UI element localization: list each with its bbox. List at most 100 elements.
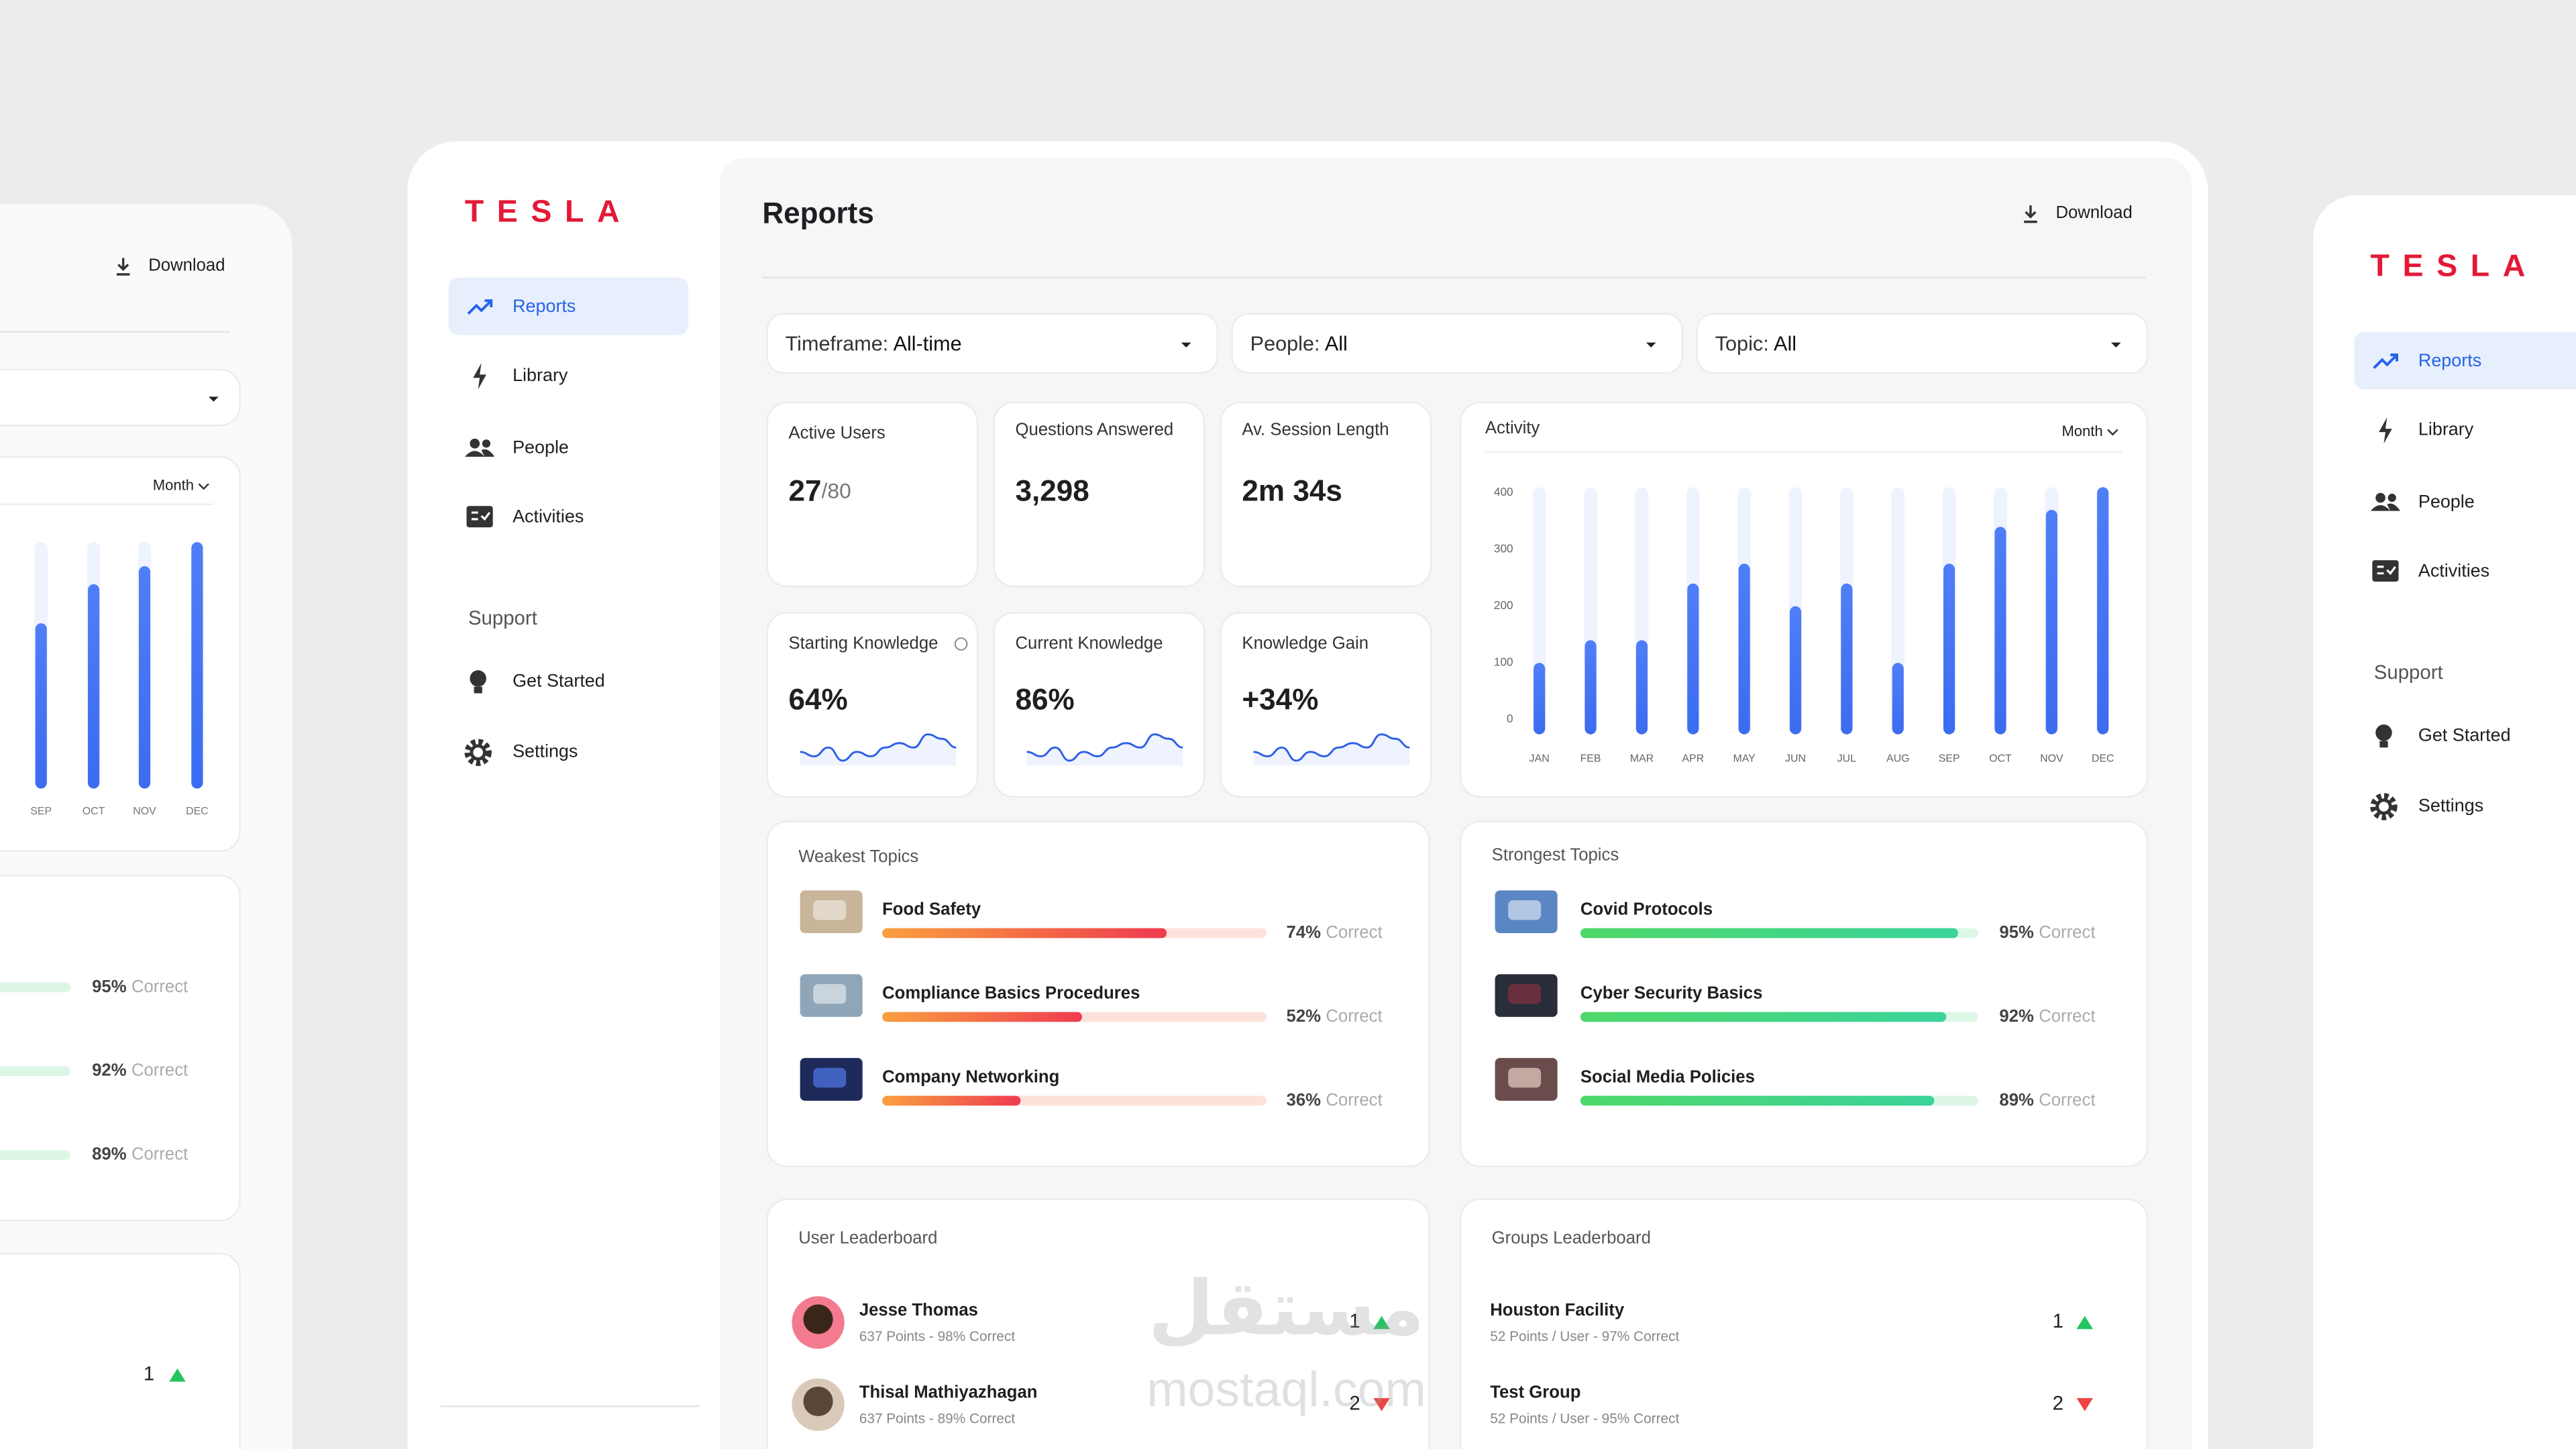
percent: 95%	[92, 977, 127, 996]
correct: Correct	[1326, 1091, 1382, 1110]
percent-label: 95% Correct	[92, 977, 188, 996]
nav-item[interactable]: Library	[2418, 419, 2474, 439]
people-icon	[465, 449, 495, 457]
filter-text: Topic: All	[1715, 332, 1796, 355]
topic-thumbnail	[1508, 900, 1542, 920]
nav-active	[2354, 331, 2576, 390]
filter-label: Timeframe:	[786, 332, 889, 355]
leader-detail: 52 Points / User - 95% Correct	[1490, 1411, 1679, 1426]
percent-label: 36% Correct	[1287, 1091, 1383, 1110]
nav-item[interactable]: Get Started	[513, 670, 605, 690]
gear-icon	[2375, 798, 2392, 815]
nav-item[interactable]: Library	[513, 365, 568, 385]
bar	[1687, 583, 1699, 735]
caret	[209, 396, 219, 402]
leader-detail: 52 Points / User - 97% Correct	[1490, 1329, 1679, 1344]
kpi-value: 86%	[1015, 683, 1074, 716]
x-tick-label: DEC	[2092, 753, 2114, 765]
x-tick-label: SEP	[1939, 753, 1960, 765]
correct: Correct	[1326, 1007, 1382, 1026]
kpi-value: +34%	[1242, 683, 1318, 716]
nav-item[interactable]: People	[2418, 491, 2475, 511]
people-icon	[2387, 493, 2396, 502]
kpi-label: Active Users	[789, 423, 885, 442]
correct: Correct	[2039, 1007, 2095, 1026]
leaderboard-card	[1459, 1198, 2149, 1449]
bar	[2097, 487, 2109, 735]
brand-logo: TESLA	[2371, 248, 2538, 282]
leader-name: Test Group	[1490, 1383, 1580, 1402]
percent-label: 74% Correct	[1287, 923, 1383, 942]
rank: 2	[1349, 1393, 1360, 1415]
filter-value: All	[1774, 332, 1796, 355]
nav-item[interactable]: Settings	[513, 741, 578, 761]
nav-item[interactable]: Activities	[2418, 560, 2489, 580]
progress-bar	[882, 1012, 1083, 1022]
filter-dropdown[interactable]	[1231, 313, 1683, 374]
topic-thumbnail	[1508, 1067, 1542, 1088]
progress-bar	[882, 1095, 1021, 1106]
topic-thumbnail	[813, 900, 847, 920]
activities-icon	[2377, 566, 2396, 576]
rank: 1	[1349, 1310, 1360, 1332]
bar	[1585, 640, 1597, 735]
progress-bar	[1580, 1012, 1947, 1022]
leader-name: Thisal Mathiyazhagan	[859, 1383, 1038, 1402]
download-icon	[116, 258, 130, 276]
info-icon	[954, 637, 968, 651]
bar	[35, 623, 47, 789]
filter-dropdown[interactable]	[1696, 313, 2149, 374]
percent: 52%	[1287, 1007, 1322, 1026]
percent: 36%	[1287, 1091, 1322, 1110]
kpi-card	[1220, 401, 1432, 588]
rank: 1	[2053, 1310, 2063, 1332]
leaderboard-card	[766, 1198, 1430, 1449]
download-button[interactable]: Download	[2055, 203, 2132, 222]
bar	[1789, 606, 1802, 735]
kpi-number: 2m 34s	[1242, 474, 1342, 507]
percent-label: 92% Correct	[92, 1061, 188, 1080]
people-icon	[470, 438, 480, 449]
nav-item[interactable]: Activities	[513, 506, 584, 527]
topic-name: Social Media Policies	[1580, 1067, 1755, 1086]
people-icon	[2375, 492, 2385, 503]
correct: Correct	[2039, 923, 2095, 942]
activities-icon	[2372, 560, 2399, 582]
filter-text: People: All	[1250, 332, 1348, 355]
filter-label: People:	[1250, 332, 1320, 355]
leader-name: Jesse Thomas	[859, 1301, 978, 1320]
sparkline	[1253, 733, 1410, 762]
nav-item[interactable]: People	[513, 437, 569, 458]
bar	[2045, 510, 2057, 735]
chart-card	[0, 455, 241, 852]
period-selector[interactable]: Month	[2061, 423, 2102, 439]
activities-icon	[466, 506, 493, 528]
bulb-icon	[470, 670, 486, 687]
chevron	[2107, 429, 2118, 436]
y-tick-label: 200	[1494, 598, 1513, 612]
topic-name: Covid Protocols	[1580, 900, 1713, 919]
kpi-value: 2m 34s	[1242, 474, 1342, 507]
gear-icon	[470, 744, 486, 761]
progress-track	[0, 1066, 71, 1077]
y-tick-label: 400	[1494, 485, 1513, 498]
nav-item[interactable]: Get Started	[2418, 724, 2511, 745]
download-button[interactable]: Download	[148, 256, 225, 275]
percent: 92%	[1999, 1007, 2034, 1026]
x-tick-label: NOV	[2040, 753, 2063, 765]
nav-item[interactable]: Settings	[2418, 796, 2483, 816]
leader-detail: 637 Points - 98% Correct	[859, 1329, 1016, 1344]
caret	[2110, 342, 2121, 347]
filter-dropdown[interactable]	[766, 313, 1218, 374]
nav-item[interactable]: Reports	[513, 296, 576, 316]
topics-card	[1459, 820, 2149, 1167]
kpi-card	[766, 401, 979, 588]
trend-down	[2076, 1398, 2093, 1411]
kpi-label: Knowledge Gain	[1242, 634, 1368, 653]
reports-icon	[467, 299, 493, 315]
bulb-icon	[474, 686, 482, 694]
kpi-card	[993, 401, 1205, 588]
nav-item[interactable]: Reports	[2418, 350, 2481, 370]
bulb-icon	[2375, 724, 2392, 741]
